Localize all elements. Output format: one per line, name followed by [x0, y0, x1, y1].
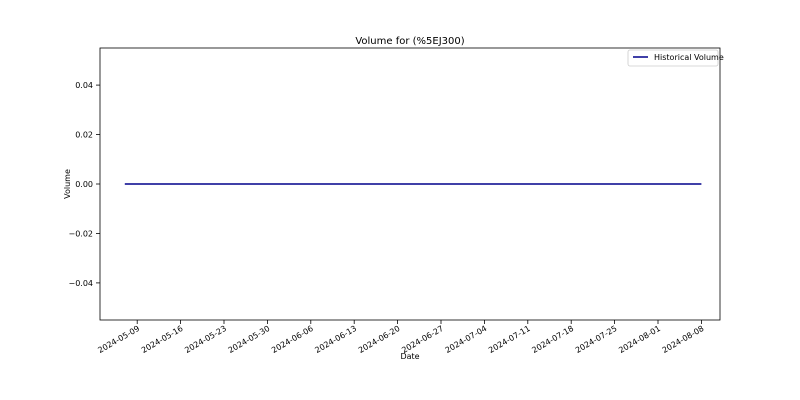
y-axis-label: Volume [63, 169, 72, 199]
x-tick-label: 2024-05-30 [227, 324, 272, 355]
y-tick-label: −0.04 [68, 279, 93, 288]
x-tick-label: 2024-06-06 [270, 324, 315, 355]
x-tick-label: 2024-06-20 [357, 324, 402, 355]
y-tick-label: 0.00 [75, 180, 93, 189]
x-axis: 2024-05-092024-05-162024-05-232024-05-30… [96, 320, 705, 355]
x-tick-label: 2024-07-18 [530, 324, 575, 355]
chart-title: Volume for (%5EJ300) [355, 36, 464, 47]
x-tick-label: 2024-05-16 [140, 324, 185, 355]
x-tick-label: 2024-06-27 [400, 324, 445, 355]
x-tick-label: 2024-06-13 [313, 324, 358, 355]
x-tick-label: 2024-08-08 [661, 324, 706, 355]
legend-box [627, 49, 719, 67]
y-tick-label: 0.02 [75, 131, 93, 140]
x-tick-label: 2024-08-01 [617, 324, 662, 355]
y-axis: 0.04 0.02 0.00 −0.02 −0.04 [68, 81, 100, 288]
x-tick-label: 2024-07-25 [574, 324, 619, 355]
y-tick-label: 0.04 [75, 81, 93, 90]
x-axis-label: Date [400, 352, 419, 361]
x-tick-label: 2024-05-09 [96, 324, 141, 355]
x-tick-label: 2024-07-04 [444, 324, 489, 355]
x-tick-label: 2024-05-23 [183, 324, 228, 355]
legend: Historical Volume [627, 49, 724, 67]
y-tick-label: −0.02 [68, 229, 93, 238]
legend-label: Historical Volume [654, 53, 724, 62]
x-tick-label: 2024-07-11 [487, 324, 532, 355]
